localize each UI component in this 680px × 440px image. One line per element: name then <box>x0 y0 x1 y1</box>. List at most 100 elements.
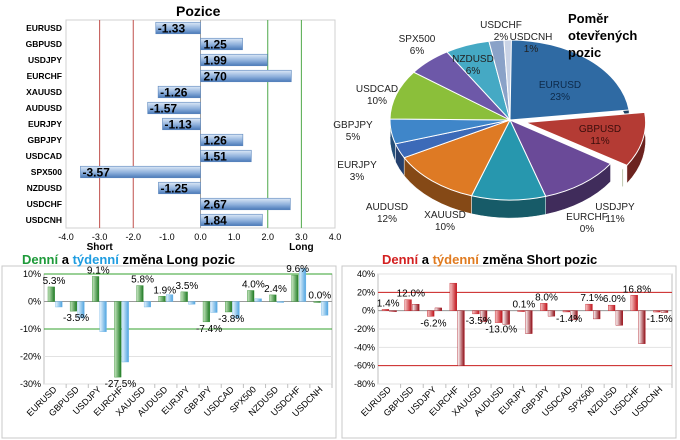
pie-title-line: otevřených <box>568 28 638 43</box>
daily-change-bar <box>158 296 166 302</box>
short-axis-label: Short <box>87 242 114 253</box>
weekly-change-bar <box>254 298 262 302</box>
slice-percent: 23% <box>550 92 570 103</box>
data-label: 8.0% <box>535 292 558 303</box>
long-change-chart: 10%0%-10%-20%-30%5.3%EURUSD-3.5%GBPUSD9.… <box>1 264 337 439</box>
x-tick-label: 3.0 <box>295 232 308 242</box>
value-label: 1.51 <box>204 150 228 164</box>
slice-label: GBPJPY <box>333 120 373 131</box>
title-and: a <box>58 252 73 267</box>
value-label: -1.26 <box>160 86 188 100</box>
weekly-change-bar <box>570 310 578 321</box>
value-label: -1.57 <box>150 102 178 116</box>
slice-percent: 10% <box>367 96 387 107</box>
x-tick-label: 0.0 <box>194 232 207 242</box>
weekly-change-bar <box>276 301 284 303</box>
position-bar <box>200 197 291 211</box>
title-daily: Denní <box>22 252 59 267</box>
y-tick-label: -40% <box>354 342 375 352</box>
pie-chart: EURUSD23%GBPUSD11%EURCHF0%USDJPY11%XAUUS… <box>333 20 647 235</box>
slice-percent: 12% <box>377 214 397 225</box>
pie-slice <box>508 119 612 197</box>
data-label: 1.9% <box>153 285 176 296</box>
y-tick-label: -80% <box>354 379 375 389</box>
weekly-change-bar <box>547 310 556 317</box>
daily-change-bar <box>180 291 188 302</box>
weekly-change-bar <box>525 310 533 334</box>
daily-change-bar <box>92 276 100 302</box>
category-label: USDCNH <box>26 215 62 225</box>
weekly-change-bar <box>188 301 196 305</box>
data-label: 2.4% <box>264 284 287 295</box>
slice-percent: 10% <box>435 222 455 233</box>
daily-change-bar <box>136 285 144 302</box>
weekly-change-bar <box>77 301 85 319</box>
slice-label: SPX500 <box>399 34 436 45</box>
position-bar <box>80 165 201 179</box>
x-tick-label: 4.0 <box>329 232 342 242</box>
category-label: AUDUSD <box>26 103 62 113</box>
category-label: EURJPY <box>28 119 62 129</box>
data-label: -7.4% <box>196 324 222 335</box>
data-label: 0.1% <box>512 300 535 311</box>
value-label: -1.33 <box>158 22 186 36</box>
weekly-change-bar <box>615 310 623 326</box>
category-label: GBPJPY <box>28 135 63 145</box>
data-label: 3.5% <box>175 281 198 292</box>
slice-label: USDCHF <box>480 20 522 31</box>
slice-label: EURCHF <box>566 212 608 223</box>
x-tick-label: -3.0 <box>92 232 108 242</box>
y-tick-label: -20% <box>20 352 41 362</box>
value-label: -3.57 <box>82 166 110 180</box>
value-label: 1.25 <box>204 38 228 52</box>
pie-title-line: pozic <box>568 45 602 60</box>
position-bar <box>147 101 201 115</box>
pie-slice <box>403 119 512 197</box>
weekly-change-bar <box>434 307 442 311</box>
title-weekly: týdenní <box>72 252 119 267</box>
daily-change-bar <box>47 286 55 302</box>
daily-change-bar <box>202 301 210 323</box>
weekly-change-bar <box>638 310 646 344</box>
pie-slice <box>509 39 630 121</box>
category-label: EURCHF <box>27 71 62 81</box>
daily-change-bar <box>472 310 480 315</box>
slice-percent: 0% <box>580 224 595 235</box>
weekly-change-bar <box>166 294 174 302</box>
pie-title-line: Poměr <box>568 11 609 26</box>
pie-slice <box>525 111 647 166</box>
title-daily: Denní <box>382 252 419 267</box>
category-label: USDCHF <box>27 199 62 209</box>
daily-change-bar <box>427 310 435 317</box>
weekly-change-bar <box>389 310 397 312</box>
slice-percent: 6% <box>410 46 425 57</box>
category-label: NZDUSD <box>27 183 62 193</box>
daily-change-bar <box>517 310 525 312</box>
y-tick-label: 20% <box>357 287 375 297</box>
slice-label: USDCNH <box>510 32 553 43</box>
y-tick-label: -60% <box>354 361 375 371</box>
long-change-panel: 10% 0% -10% -20% -30% 5.3% EURUSD -3.5% GBPUSD 9.… <box>0 248 340 440</box>
slice-label: EURUSD <box>539 80 581 91</box>
title-rest: změna Long pozic <box>118 252 236 267</box>
chart-frame <box>341 265 677 439</box>
data-label: 7.1% <box>580 293 603 304</box>
long-axis-label: Long <box>289 242 313 253</box>
position-bar <box>200 149 252 163</box>
value-label: 1.26 <box>204 134 228 148</box>
weekly-change-bar <box>210 301 218 313</box>
slice-percent: 5% <box>346 132 361 143</box>
value-label: 2.70 <box>204 70 228 84</box>
pie-slice <box>503 39 512 121</box>
data-label: 1.4% <box>377 298 400 309</box>
weekly-change-bar <box>99 301 107 332</box>
pie-title: Poměr otevřených pozic <box>568 10 668 61</box>
data-label: -3.5% <box>466 316 492 327</box>
weekly-change-bar <box>502 310 510 325</box>
position-bar <box>200 53 268 67</box>
weekly-change-bar <box>457 310 465 366</box>
weekly-change-bar <box>143 301 151 308</box>
data-label: 12.0% <box>397 289 425 300</box>
y-tick-label: 40% <box>357 269 375 279</box>
short-change-chart: 40%20%0%-20%-40%-60%-80%1.4%EURUSD12.0%G… <box>341 265 677 439</box>
